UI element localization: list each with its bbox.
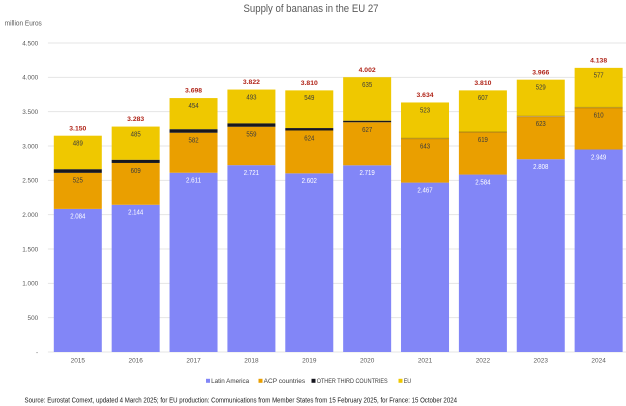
svg-text:3.966: 3.966 [532, 69, 549, 76]
svg-text:454: 454 [188, 101, 198, 110]
svg-text:624: 624 [304, 133, 314, 142]
svg-text:4.138: 4.138 [590, 57, 607, 64]
svg-text:623: 623 [536, 119, 546, 128]
svg-text:582: 582 [188, 136, 198, 145]
svg-text:2019: 2019 [302, 358, 317, 365]
svg-text:Source: Eurostat Comext, updat: Source: Eurostat Comext, updated 4 March… [25, 396, 458, 405]
svg-text:2.719: 2.719 [360, 168, 375, 177]
svg-text:2024: 2024 [591, 358, 606, 365]
svg-text:2.144: 2.144 [128, 208, 143, 217]
svg-text:2.808: 2.808 [533, 162, 548, 171]
svg-text:609: 609 [131, 166, 141, 175]
svg-text:2.467: 2.467 [417, 185, 432, 194]
svg-text:577: 577 [594, 71, 604, 80]
svg-text:2015: 2015 [71, 358, 86, 365]
svg-text:2020: 2020 [360, 358, 375, 365]
svg-text:529: 529 [536, 82, 546, 91]
svg-text:Latin America: Latin America [211, 378, 250, 385]
svg-text:2017: 2017 [186, 358, 201, 365]
svg-text:489: 489 [73, 139, 83, 148]
svg-text:2018: 2018 [244, 358, 259, 365]
svg-text:3.000: 3.000 [22, 143, 38, 150]
svg-text:635: 635 [362, 80, 372, 89]
svg-text:4.500: 4.500 [22, 40, 38, 47]
svg-text:2016: 2016 [128, 358, 143, 365]
svg-text:523: 523 [420, 105, 430, 114]
svg-text:2.084: 2.084 [70, 212, 85, 221]
svg-text:-: - [36, 349, 38, 356]
svg-text:610: 610 [594, 110, 604, 119]
svg-text:2.611: 2.611 [186, 176, 201, 185]
svg-text:2.949: 2.949 [591, 152, 606, 161]
svg-text:627: 627 [362, 125, 372, 134]
svg-text:2022: 2022 [476, 358, 491, 365]
svg-text:619: 619 [478, 135, 488, 144]
svg-text:3.810: 3.810 [301, 80, 318, 87]
svg-text:549: 549 [304, 93, 314, 102]
svg-text:643: 643 [420, 141, 430, 150]
svg-text:3.810: 3.810 [474, 80, 491, 87]
svg-text:ACP countries: ACP countries [264, 378, 306, 385]
svg-text:493: 493 [246, 92, 256, 101]
svg-text:3.283: 3.283 [127, 116, 144, 123]
svg-text:500: 500 [28, 315, 39, 322]
svg-text:2.000: 2.000 [22, 212, 38, 219]
svg-text:1.000: 1.000 [22, 281, 38, 288]
svg-text:559: 559 [246, 130, 256, 139]
svg-text:million Euros: million Euros [5, 18, 42, 27]
svg-text:2.721: 2.721 [244, 168, 259, 177]
svg-text:4.000: 4.000 [22, 75, 38, 82]
svg-text:2.602: 2.602 [302, 176, 317, 185]
svg-text:2.500: 2.500 [22, 178, 38, 185]
svg-text:Supply of bananas in the EU 27: Supply of bananas in the EU 27 [244, 3, 379, 15]
svg-text:3.500: 3.500 [22, 109, 38, 116]
svg-text:485: 485 [131, 129, 141, 138]
svg-text:3.822: 3.822 [243, 79, 260, 86]
svg-text:3.634: 3.634 [417, 92, 434, 99]
svg-text:2021: 2021 [418, 358, 433, 365]
svg-text:2.584: 2.584 [475, 177, 490, 186]
svg-text:3.150: 3.150 [69, 125, 86, 132]
svg-text:OTHER THIRD COUNTRIES: OTHER THIRD COUNTRIES [317, 378, 388, 385]
svg-text:4.002: 4.002 [359, 67, 376, 74]
svg-text:3.698: 3.698 [185, 88, 202, 95]
svg-text:607: 607 [478, 93, 488, 102]
svg-text:525: 525 [73, 176, 83, 185]
svg-text:1.500: 1.500 [22, 246, 38, 253]
svg-text:EU: EU [404, 378, 412, 385]
svg-text:2023: 2023 [534, 358, 549, 365]
